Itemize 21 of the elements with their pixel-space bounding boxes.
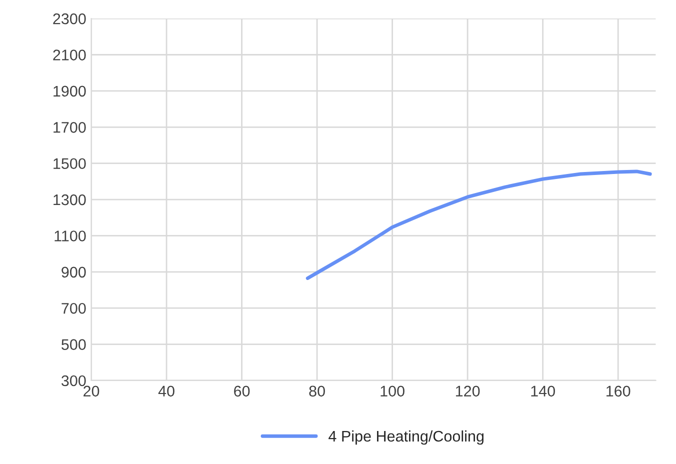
y-tick-label: 1300 xyxy=(54,194,86,206)
y-tick-label: 2100 xyxy=(53,50,86,60)
y-tick-label: 300 xyxy=(61,375,86,386)
y-tick-label: 1900 xyxy=(54,86,86,97)
y-tick-label: 1500 xyxy=(54,158,86,170)
x-tick-label: 140 xyxy=(531,386,555,397)
y-tick-label: 500 xyxy=(62,339,86,350)
y-tick-label: 1700 xyxy=(54,122,86,133)
x-tick-label: 20 xyxy=(84,386,100,397)
y-tick-label: 900 xyxy=(62,266,86,278)
line-series xyxy=(306,170,652,280)
x-tick-label: 60 xyxy=(234,386,250,397)
legend-label: 4 Pipe Heating/Cooling xyxy=(328,430,484,445)
y-tick-label: 700 xyxy=(62,302,86,314)
x-tick-label: 80 xyxy=(309,386,325,397)
x-tick-label: 160 xyxy=(606,386,630,397)
y-tick-label: 1100 xyxy=(54,230,86,242)
x-tick-label: 40 xyxy=(158,386,174,397)
y-tick-label: 2300 xyxy=(53,13,86,24)
x-tick-label: 120 xyxy=(456,386,480,397)
x-tick-label: 100 xyxy=(380,386,404,397)
